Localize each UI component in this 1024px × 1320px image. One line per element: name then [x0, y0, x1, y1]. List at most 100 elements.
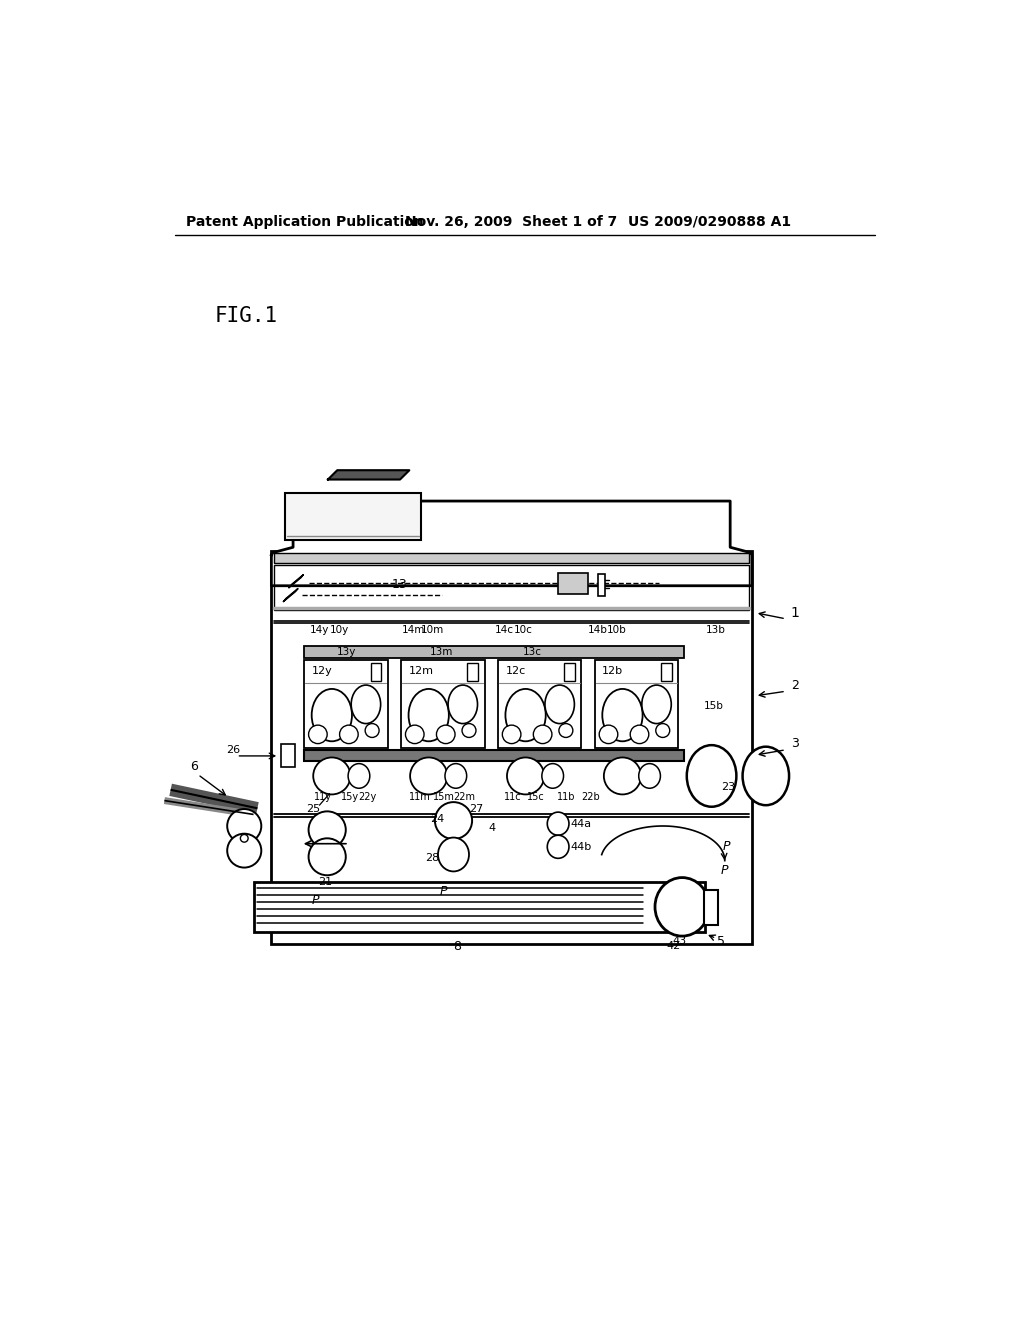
Ellipse shape	[445, 763, 467, 788]
Ellipse shape	[545, 685, 574, 723]
Text: 11c: 11c	[504, 792, 521, 803]
Bar	[304, 660, 388, 748]
Text: 24: 24	[430, 814, 444, 824]
Ellipse shape	[313, 758, 350, 795]
Bar	[282, 743, 295, 767]
Ellipse shape	[655, 878, 710, 936]
Text: 23: 23	[721, 783, 735, 792]
Text: 42: 42	[667, 941, 681, 952]
Text: 11m: 11m	[410, 792, 431, 803]
Text: P: P	[311, 894, 319, 907]
Text: 21: 21	[317, 878, 332, 887]
Text: P: P	[722, 841, 730, 853]
Ellipse shape	[547, 836, 569, 858]
Ellipse shape	[602, 689, 643, 742]
Ellipse shape	[340, 725, 358, 743]
Bar	[304, 750, 684, 760]
Bar	[400, 660, 484, 748]
Text: 44b: 44b	[570, 842, 592, 851]
Text: P: P	[721, 865, 728, 878]
Ellipse shape	[311, 689, 352, 742]
Text: 15c: 15c	[527, 792, 545, 803]
Text: 11b: 11b	[557, 792, 575, 803]
Text: 14m: 14m	[401, 626, 425, 635]
Ellipse shape	[604, 758, 641, 795]
Ellipse shape	[308, 725, 328, 743]
Polygon shape	[284, 589, 298, 602]
Ellipse shape	[436, 725, 455, 743]
Ellipse shape	[462, 723, 476, 738]
Ellipse shape	[449, 685, 477, 723]
Bar	[662, 663, 672, 681]
Ellipse shape	[348, 763, 370, 788]
Ellipse shape	[410, 758, 447, 795]
Ellipse shape	[542, 763, 563, 788]
Ellipse shape	[547, 812, 569, 836]
Ellipse shape	[366, 723, 379, 738]
Text: 28: 28	[426, 853, 440, 863]
Text: 22m: 22m	[454, 792, 475, 803]
Bar	[498, 660, 582, 748]
Text: 12y: 12y	[311, 667, 333, 676]
Text: P: P	[439, 884, 447, 898]
Ellipse shape	[241, 834, 248, 842]
Polygon shape	[289, 574, 303, 587]
Text: 44a: 44a	[570, 818, 592, 829]
Ellipse shape	[503, 725, 521, 743]
Ellipse shape	[599, 725, 617, 743]
Text: 10m: 10m	[421, 626, 444, 635]
Ellipse shape	[687, 744, 736, 807]
Ellipse shape	[435, 803, 472, 840]
Ellipse shape	[409, 689, 449, 742]
Ellipse shape	[559, 723, 572, 738]
Ellipse shape	[438, 838, 469, 871]
Bar	[558, 573, 588, 594]
Text: 6: 6	[190, 760, 198, 774]
Text: 13b: 13b	[706, 626, 725, 635]
Text: 14b: 14b	[588, 626, 607, 635]
Text: 12c: 12c	[506, 667, 525, 676]
Bar	[254, 882, 706, 932]
Bar	[371, 663, 381, 681]
Ellipse shape	[351, 685, 381, 723]
Text: 15y: 15y	[341, 792, 359, 803]
Text: 15m: 15m	[432, 792, 455, 803]
Text: 5: 5	[717, 935, 725, 948]
Ellipse shape	[642, 685, 672, 723]
Ellipse shape	[742, 747, 790, 805]
Text: 13c: 13c	[523, 647, 543, 657]
Polygon shape	[271, 502, 752, 586]
Ellipse shape	[630, 725, 649, 743]
Text: FIG.1: FIG.1	[215, 306, 278, 326]
Ellipse shape	[639, 763, 660, 788]
Text: 3: 3	[791, 737, 799, 750]
Text: 10y: 10y	[330, 626, 349, 635]
Text: 43: 43	[673, 936, 687, 946]
Polygon shape	[328, 470, 410, 479]
Bar	[564, 663, 575, 681]
Text: 12b: 12b	[602, 667, 624, 676]
Ellipse shape	[506, 689, 546, 742]
Text: 25: 25	[306, 804, 321, 814]
Ellipse shape	[655, 723, 670, 738]
Text: 15b: 15b	[703, 701, 724, 711]
Text: 14c: 14c	[495, 626, 514, 635]
Bar	[271, 552, 752, 944]
Text: US 2009/0290888 A1: US 2009/0290888 A1	[628, 215, 791, 228]
Ellipse shape	[507, 758, 544, 795]
Text: 10b: 10b	[607, 626, 627, 635]
Text: 10c: 10c	[514, 626, 532, 635]
Text: 26: 26	[226, 744, 241, 755]
Ellipse shape	[406, 725, 424, 743]
Text: 13: 13	[391, 578, 408, 591]
Text: 8: 8	[454, 940, 462, 953]
Ellipse shape	[308, 812, 346, 849]
Bar	[467, 663, 478, 681]
Ellipse shape	[227, 809, 261, 843]
Bar	[703, 890, 718, 924]
Text: 4: 4	[488, 824, 496, 833]
Bar	[598, 574, 604, 595]
Ellipse shape	[308, 838, 346, 875]
Text: 2: 2	[791, 680, 799, 693]
Text: 13m: 13m	[430, 647, 454, 657]
